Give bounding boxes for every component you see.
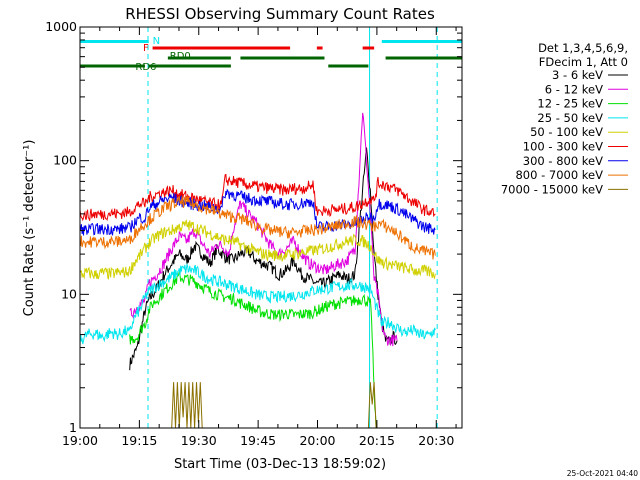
rd0-flag-bar-0 — [167, 56, 231, 60]
night-flag-label: N — [153, 36, 160, 47]
series-line-5 — [80, 174, 436, 222]
night-flag-bar-1 — [381, 40, 462, 43]
legend-label-8: 7000 - 15000 keV — [501, 182, 603, 196]
plot-clip-group — [80, 27, 438, 428]
y-tick-label-1: 10 — [61, 286, 77, 301]
chart-title: RHESSI Observing Summary Count Rates — [125, 5, 435, 23]
y-tick-label-3: 1000 — [45, 19, 77, 34]
plot-area: NF RD0 RD6 — [80, 27, 462, 428]
series-line-1 — [129, 112, 398, 347]
x-tick-label-5: 20:15 — [359, 433, 395, 448]
axes: 19:00 19:15 19:30 19:45 20:00 20:15 20:30 1 10 10… — [45, 19, 463, 448]
x-tick-label-3: 19:45 — [240, 433, 276, 448]
y-axis-label: Count Rate (s⁻¹ detector⁻¹) — [22, 140, 37, 317]
flare-flag-bar-0 — [152, 46, 291, 50]
rd0-flag-bar-2 — [385, 56, 462, 60]
legend-label-2: 12 - 25 keV — [537, 97, 603, 111]
x-axis-label: Start Time (03-Dec-13 18:59:02) — [174, 457, 386, 472]
rd0-flag-bar-1 — [240, 56, 325, 60]
x-tick-label-2: 19:30 — [181, 433, 217, 448]
series-line-8 — [171, 382, 377, 428]
rd6-flag-label: RD6 — [135, 62, 156, 73]
legend-label-4: 50 - 100 keV — [530, 125, 603, 139]
legend-label-6: 300 - 800 keV — [523, 154, 603, 168]
series-line-4 — [80, 218, 436, 280]
legend-header-line-1: Det 1,3,4,5,6,9, — [538, 41, 628, 55]
plot-frame — [79, 26, 463, 429]
footer-timestamp: 25-Oct-2021 04:40 — [567, 469, 638, 478]
y-tick-label-0: 1 — [69, 420, 77, 435]
series-line-2 — [129, 271, 377, 428]
legend-label-1: 6 - 12 keV — [545, 82, 603, 96]
flare-flag-label: F — [143, 43, 149, 54]
series-line-6 — [80, 188, 436, 236]
rd6-flag-bar-0 — [80, 64, 145, 68]
legend-label-7: 800 - 7000 keV — [515, 168, 603, 182]
x-tick-label-4: 20:00 — [299, 433, 335, 448]
rd6-flag-bar-1 — [148, 64, 231, 68]
series-line-7 — [80, 195, 436, 260]
legend-label-0: 3 - 6 keV — [552, 68, 603, 82]
y-tick-label-2: 100 — [53, 153, 77, 168]
rd0-flag-label: RD0 — [170, 51, 191, 62]
x-tick-label-1: 19:15 — [121, 433, 157, 448]
series-line-3 — [80, 262, 436, 345]
legend-label-3: 25 - 50 keV — [537, 111, 603, 125]
series-line-0 — [129, 147, 398, 371]
legend-header-line-2: FDecim 1, Att 0 — [539, 55, 628, 69]
rd6-flag-bar-2 — [328, 64, 369, 68]
flare-flag-bar-2 — [362, 46, 375, 50]
x-tick-label-6: 20:30 — [418, 433, 454, 448]
flare-flag-bar-1 — [316, 46, 323, 50]
night-flag-bar-0 — [80, 40, 149, 43]
legend-label-5: 100 - 300 keV — [523, 140, 603, 154]
x-tick-label-0: 19:00 — [62, 433, 98, 448]
